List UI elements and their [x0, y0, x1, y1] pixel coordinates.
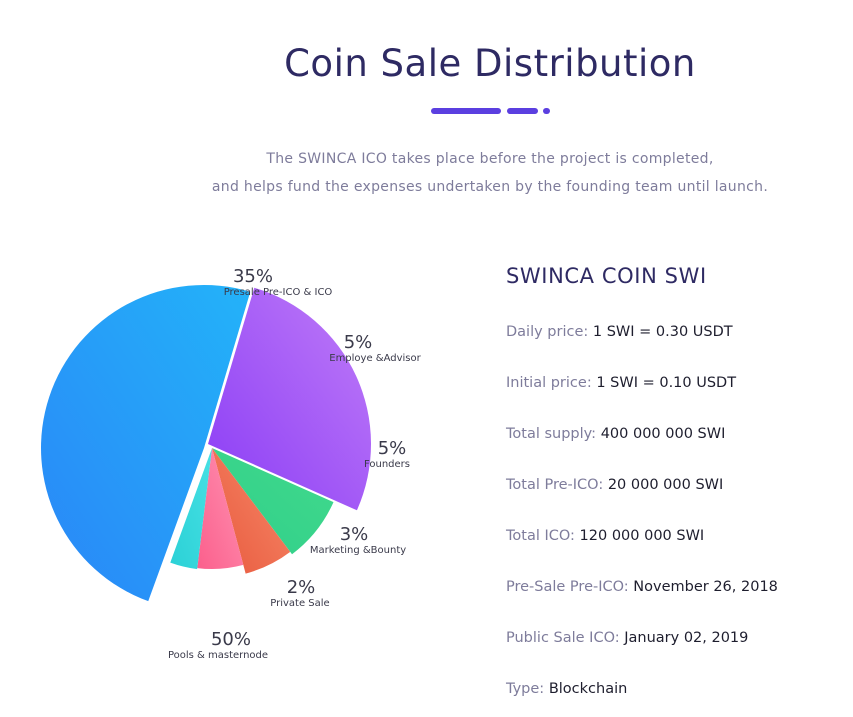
slice-name-label: Presale Pre-ICO & ICO	[224, 287, 333, 298]
pie-slice-presale-pre-ico-ico	[208, 287, 371, 511]
info-key: Type:	[506, 681, 545, 697]
info-key: Total Pre-ICO:	[506, 477, 604, 493]
pie-slice-private-sale	[170, 448, 212, 570]
info-row-total-supply: Total supply: 400 000 000 SWI	[506, 426, 725, 442]
pie-labels: 50%Pools & masternode 35%Presale Pre-ICO …	[168, 266, 422, 661]
info-key: Daily price:	[506, 324, 589, 340]
slice-percent-label: 50%	[211, 629, 251, 650]
info-key: Initial price:	[506, 375, 592, 391]
info-value: 1 SWI = 0.30 USDT	[592, 324, 733, 340]
info-row-total-pre-ico: Total Pre-ICO: 20 000 000 SWI	[506, 477, 723, 493]
info-key: Total supply:	[506, 426, 597, 442]
slice-percent-label: 35%	[233, 266, 273, 287]
title-underline-long	[431, 108, 501, 114]
info-key: Pre-Sale Pre-ICO:	[506, 579, 629, 595]
info-title: SWINCA COIN SWI	[506, 264, 707, 288]
info-value: 1 SWI = 0.10 USDT	[596, 375, 737, 391]
subtitle-line-1: The SWINCA ICO takes place before the pr…	[266, 151, 714, 167]
info-value: 400 000 000 SWI	[600, 426, 726, 442]
info-row-pre-sale-pre-ico: Pre-Sale Pre-ICO: November 26, 2018	[506, 579, 778, 595]
slice-percent-label: 5%	[344, 332, 373, 353]
info-value: November 26, 2018	[633, 579, 778, 595]
info-value: Blockchain	[548, 681, 628, 697]
distribution-pie-chart: 50%Pools & masternode 35%Presale Pre-ICO …	[41, 266, 422, 661]
slice-percent-label: 5%	[378, 438, 407, 459]
slice-name-label: Founders	[364, 459, 410, 470]
slice-name-label: Pools & masternode	[168, 650, 268, 661]
info-row-initial-price: Initial price: 1 SWI = 0.10 USDT	[506, 375, 736, 391]
page-title: Coin Sale Distribution	[284, 42, 696, 85]
subtitle-line-2: and helps fund the expenses undertaken b…	[211, 179, 769, 195]
info-value: 20 000 000 SWI	[607, 477, 724, 493]
slice-name-label: Employe &Advisor	[329, 353, 421, 364]
pie-slices	[41, 285, 371, 602]
slice-percent-label: 3%	[340, 524, 369, 545]
info-row-total-ico: Total ICO: 120 000 000 SWI	[506, 528, 704, 544]
info-row-daily-price: Daily price: 1 SWI = 0.30 USDT	[506, 324, 733, 340]
pie-slice-pools-masternode	[41, 285, 251, 602]
info-key: Public Sale ICO:	[506, 630, 620, 646]
info-value: 120 000 000 SWI	[579, 528, 705, 544]
slice-name-label: Marketing &Bounty	[310, 545, 406, 556]
title-underline-dot	[543, 108, 550, 114]
slice-percent-label: 2%	[287, 577, 316, 598]
slice-name-label: Private Sale	[270, 598, 329, 609]
info-row-type: Type: Blockchain	[506, 681, 627, 697]
title-underline-short	[507, 108, 538, 114]
info-row-public-sale-ico: Public Sale ICO: January 02, 2019	[506, 630, 748, 646]
info-value: January 02, 2019	[624, 630, 749, 646]
pie-slice-employe-advisor	[212, 448, 334, 555]
info-key: Total ICO:	[506, 528, 575, 544]
pie-slice-founders	[212, 448, 291, 574]
pie-slice-marketing-bounty	[197, 448, 244, 569]
